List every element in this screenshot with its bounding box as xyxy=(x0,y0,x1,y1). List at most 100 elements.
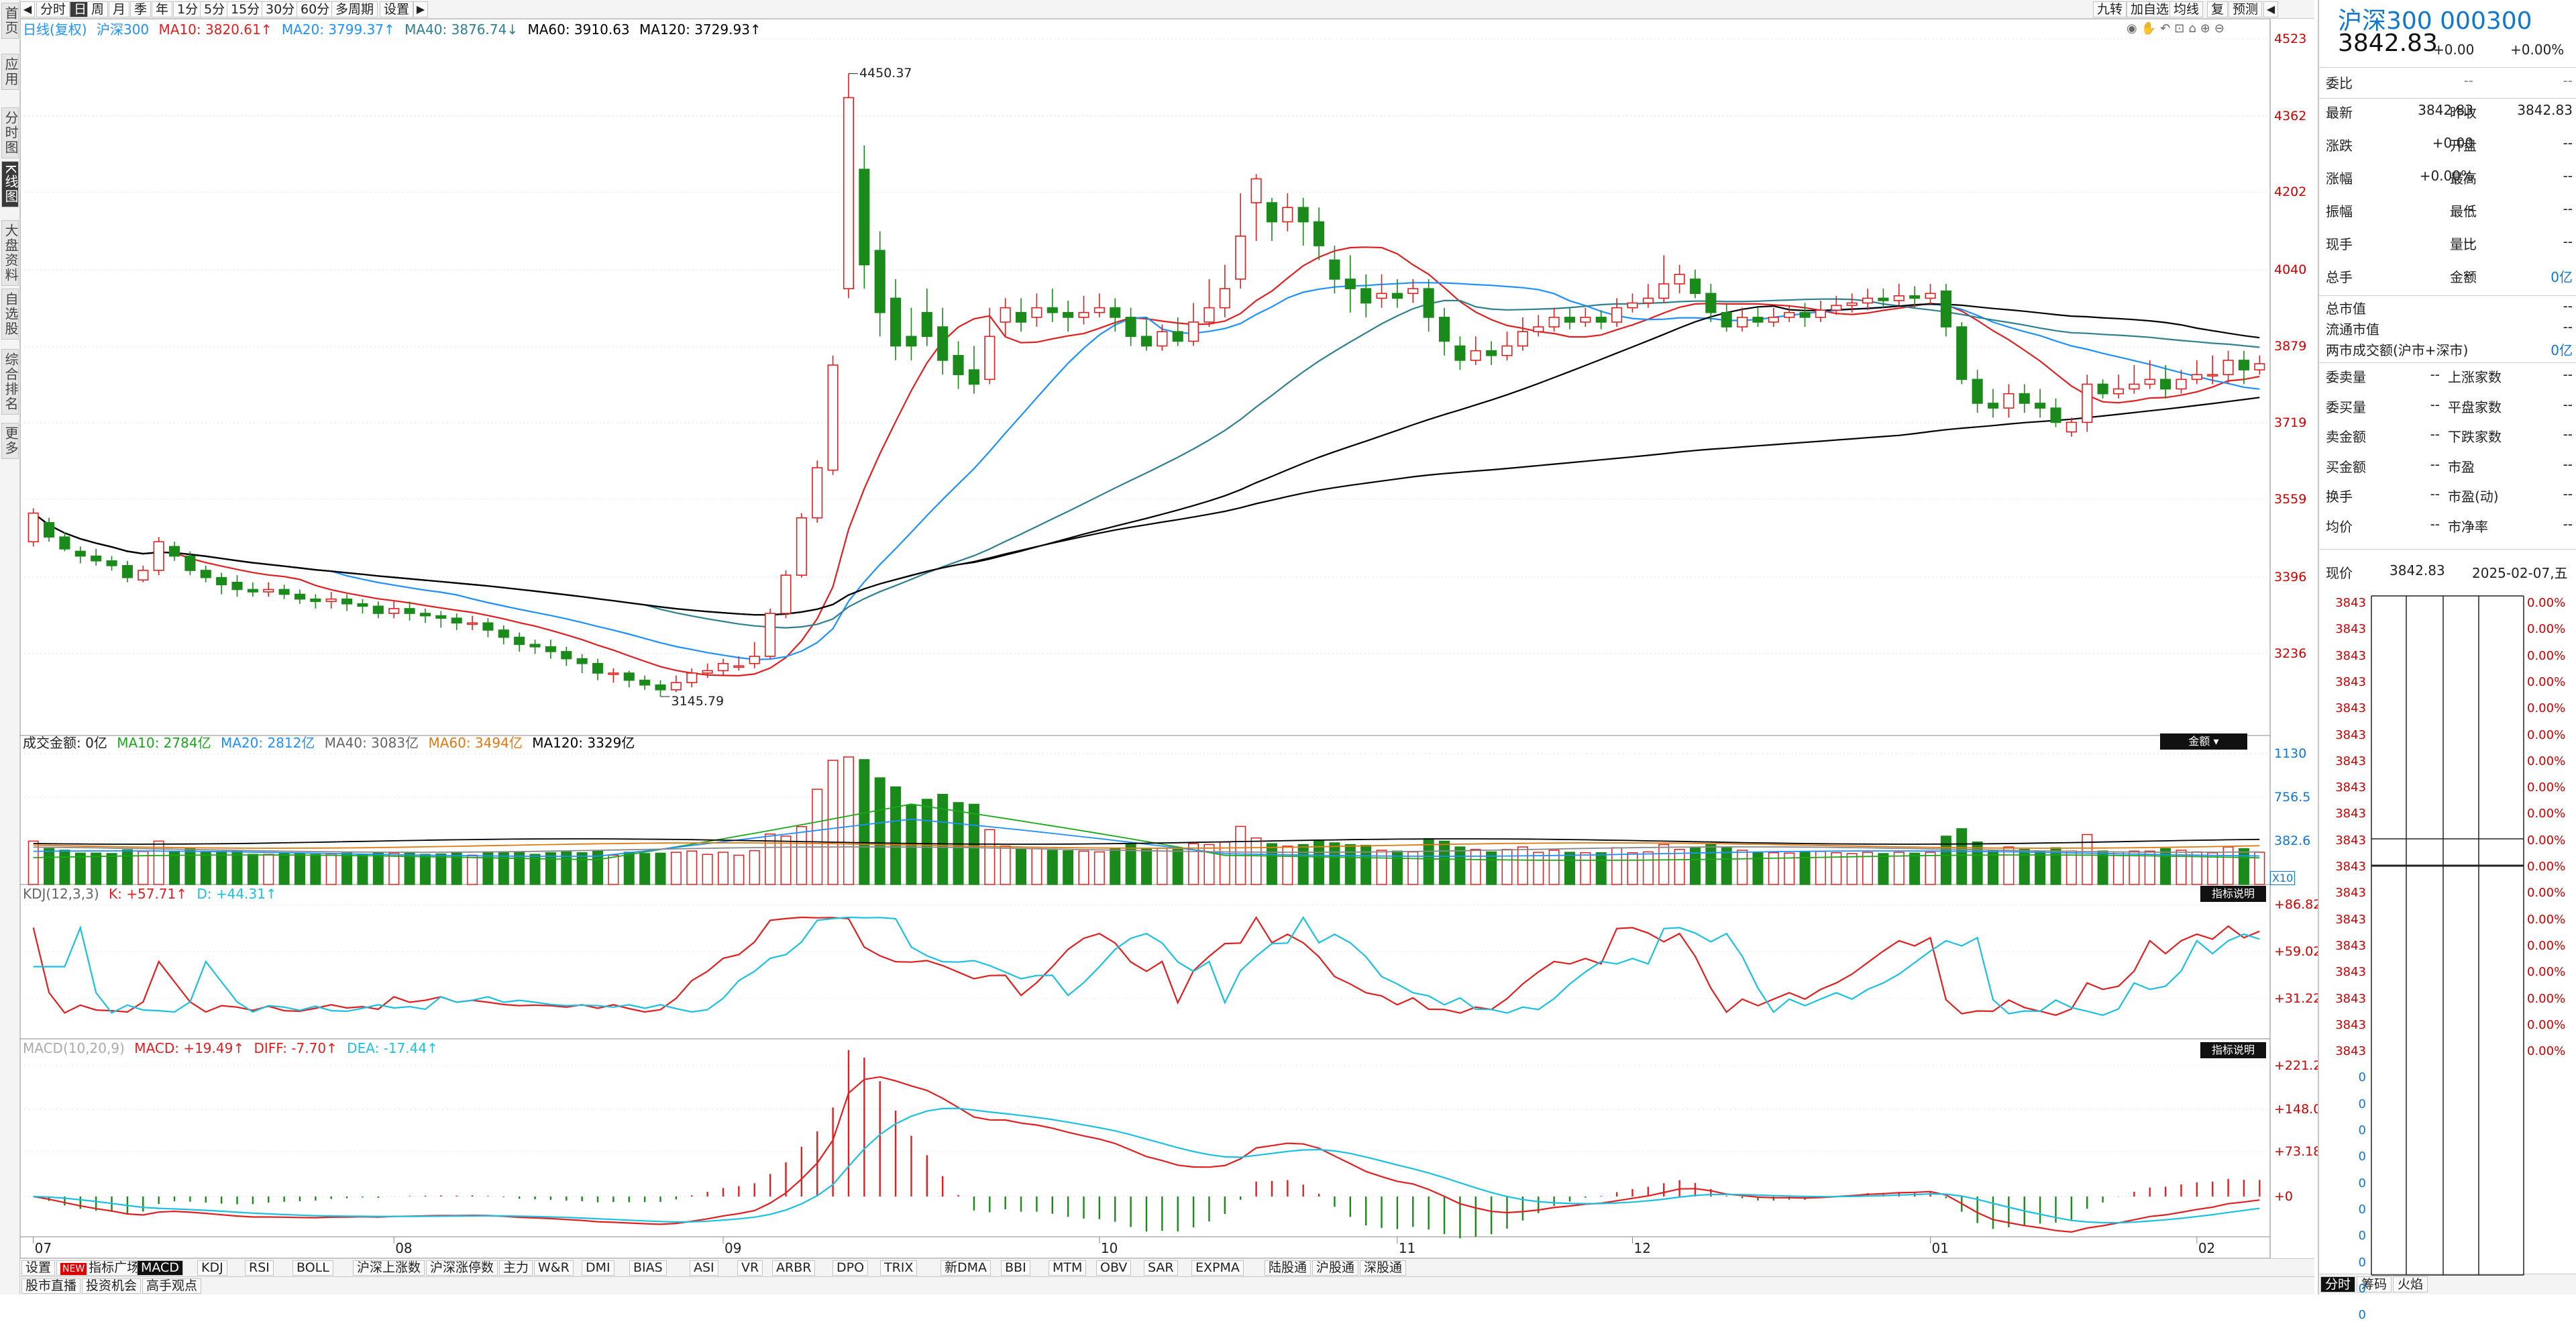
indicator-tab-15[interactable]: DPO xyxy=(833,1260,869,1276)
period-tab-0[interactable]: 分时 xyxy=(36,1,70,17)
indicator-tab-13[interactable]: VR xyxy=(737,1260,763,1276)
next-arrow-icon[interactable]: ▶ xyxy=(413,1,428,17)
indicator-tab-6[interactable]: 沪深上涨数 xyxy=(353,1260,425,1276)
indicator-tab-5[interactable]: BOLL xyxy=(292,1260,333,1276)
quote-bottom-tab-2[interactable]: 火焰 xyxy=(2393,1276,2428,1292)
toolbar-right-btn-1[interactable]: 加自选 xyxy=(2127,1,2174,17)
x-axis-label: 11 xyxy=(1398,1240,1416,1256)
candle-body xyxy=(670,682,682,691)
separator xyxy=(2319,362,2576,363)
eye-icon[interactable]: ◉ xyxy=(2127,21,2141,36)
indicator-tab-7[interactable]: 沪深涨停数 xyxy=(426,1260,498,1276)
sidebar-item-7[interactable]: 更多 xyxy=(1,423,19,459)
chart-area[interactable]: 日线(复权) 沪深300 MA10: 3820.61↑ MA20: 3799.3… xyxy=(20,19,2321,1258)
vol-ma60 xyxy=(33,842,2260,849)
indicator-tab-14[interactable]: ARBR xyxy=(772,1260,816,1276)
period-tab-1[interactable]: 日 xyxy=(70,1,91,17)
candle-body xyxy=(1564,317,1576,323)
period-tab-3[interactable]: 月 xyxy=(109,1,130,17)
indicator-tab-11[interactable]: BIAS xyxy=(629,1260,667,1276)
indicator-tab-label: TRIX xyxy=(884,1260,914,1275)
volume-amount-tag[interactable]: 金额 ▾ xyxy=(2160,733,2247,750)
indicator-tab-label: MACD xyxy=(141,1260,179,1275)
toolbar-right-btn-0[interactable]: 九转 xyxy=(2093,1,2127,17)
indicator-tab-4[interactable]: RSI xyxy=(245,1260,274,1276)
candle-body xyxy=(2082,383,2093,423)
indicator-tab-12[interactable]: ASI xyxy=(690,1260,718,1276)
bottom-tab-0[interactable]: 股市直播 xyxy=(21,1278,81,1294)
expand-arrow-icon[interactable]: ◀ xyxy=(2263,1,2278,17)
quote-row-label: 最高 xyxy=(2450,170,2477,187)
indicator-tab-20[interactable]: OBV xyxy=(1096,1260,1132,1276)
candle-body xyxy=(1705,293,1717,313)
quote-bottom-tab-0[interactable]: 分时 xyxy=(2320,1276,2356,1292)
zoom-in-icon[interactable]: ⊕ xyxy=(2200,21,2214,36)
indicator-tab-label: BIAS xyxy=(633,1260,663,1275)
period-tab-2[interactable]: 周 xyxy=(87,1,109,17)
indicator-tab-22[interactable]: EXPMA xyxy=(1191,1260,1244,1276)
period-tab-5[interactable]: 年 xyxy=(152,1,173,17)
period-tab-11[interactable]: 多周期 xyxy=(331,1,378,17)
toolbar-right-btn-2[interactable]: 均线 xyxy=(2169,1,2204,17)
kdj-help-tag[interactable]: 指标说明 xyxy=(2200,886,2266,902)
kline-chart-svg[interactable] xyxy=(20,19,2314,1258)
indicator-tab-24[interactable]: 沪股通 xyxy=(1312,1260,1359,1276)
sidebar-item-3[interactable]: K线图 xyxy=(1,161,19,208)
bottom-tab-1[interactable]: 投资机会 xyxy=(82,1278,142,1294)
sidebar-item-5[interactable]: 自选股 xyxy=(1,289,19,340)
indicator-tab-16[interactable]: TRIX xyxy=(880,1260,918,1276)
candle-body xyxy=(1972,378,1983,404)
volume-bar xyxy=(1439,840,1450,885)
tick-left-label: 3843 xyxy=(2335,860,2366,874)
indicator-tab-3[interactable]: KDJ xyxy=(197,1260,227,1276)
macd-help-tag[interactable]: 指标说明 xyxy=(2200,1042,2266,1058)
indicator-tab-9[interactable]: W&R xyxy=(534,1260,574,1276)
sidebar-item-1[interactable]: 应用 xyxy=(1,54,19,90)
indicator-tab-0[interactable]: 设置 xyxy=(21,1260,56,1276)
quote-row2-label: 市盈 xyxy=(2448,458,2475,475)
indicator-tab-2[interactable]: MACD xyxy=(137,1260,183,1276)
sidebar-item-2[interactable]: 分时图 xyxy=(1,107,19,158)
period-tab-12[interactable]: 设置 xyxy=(380,1,414,17)
period-tab-10[interactable]: 60分 xyxy=(297,1,334,17)
volume-bar xyxy=(749,850,760,885)
period-tab-8[interactable]: 15分 xyxy=(227,1,264,17)
quote-bottom-tab-1[interactable]: 筹码 xyxy=(2357,1276,2392,1292)
sidebar-item-4[interactable]: 大盘资料 xyxy=(1,220,19,286)
zoom-out-icon[interactable]: ⊖ xyxy=(2214,21,2229,36)
candle-body xyxy=(310,598,321,603)
undo-icon[interactable]: ↶ xyxy=(2160,21,2175,36)
period-tab-7[interactable]: 5分 xyxy=(200,1,229,17)
indicator-tab-21[interactable]: SAR xyxy=(1144,1260,1178,1276)
volume-tag-label: 金额 xyxy=(2188,735,2210,748)
indicator-tab-10[interactable]: DMI xyxy=(582,1260,614,1276)
candle-body xyxy=(1250,178,1262,203)
indicator-tab-18[interactable]: BBI xyxy=(1001,1260,1030,1276)
candle-body xyxy=(1313,221,1325,246)
sidebar-item-6[interactable]: 综合排名 xyxy=(1,349,19,415)
period-tab-4[interactable]: 季 xyxy=(130,1,152,17)
candle-body xyxy=(1015,311,1027,323)
period-tab-9[interactable]: 30分 xyxy=(262,1,299,17)
tick-right-label: 0.00% xyxy=(2527,1017,2566,1032)
lock-icon[interactable]: ⊡ xyxy=(2174,21,2189,36)
prev-arrow-icon[interactable]: ◀ xyxy=(20,1,35,17)
hand-icon[interactable]: ✋ xyxy=(2141,21,2161,36)
bottom-tab-2[interactable]: 高手观点 xyxy=(142,1278,202,1294)
chart-tool-icons[interactable]: ◉✋↶⊡⌂⊕⊖ xyxy=(2127,21,2229,36)
indicator-tab-8[interactable]: 主力 xyxy=(499,1260,533,1276)
period-tab-6[interactable]: 1分 xyxy=(173,1,203,17)
indicator-tab-1[interactable]: NEW 指标广场 xyxy=(56,1260,144,1276)
candle-body xyxy=(1925,293,1936,299)
indicator-tab-23[interactable]: 陆股通 xyxy=(1265,1260,1311,1276)
indicator-tab-19[interactable]: MTM xyxy=(1049,1260,1087,1276)
toolbar-right-btn-3[interactable]: 复 xyxy=(2207,1,2229,17)
indicator-tab-25[interactable]: 深股通 xyxy=(1360,1260,1407,1276)
quote-row-value: -- xyxy=(2563,135,2573,151)
indicator-tab-17[interactable]: 新DMA xyxy=(941,1260,991,1276)
kdj-y-label: +31.22 xyxy=(2274,991,2322,1006)
sidebar-item-0[interactable]: 首页 xyxy=(1,3,19,39)
candle-body xyxy=(2112,388,2125,395)
home-icon[interactable]: ⌂ xyxy=(2188,21,2200,36)
toolbar-right-btn-4[interactable]: 预测 xyxy=(2229,1,2263,17)
